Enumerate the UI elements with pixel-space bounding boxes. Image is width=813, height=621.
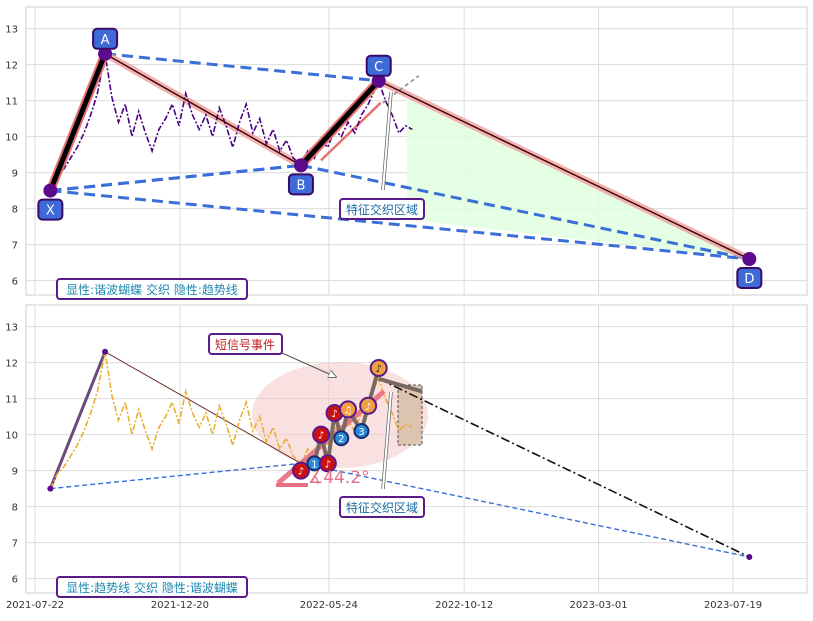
y-tick-label: 6 bbox=[12, 277, 18, 288]
pivot-point bbox=[98, 46, 113, 61]
pivot-label-box bbox=[92, 27, 119, 50]
zigzag-marker-symbol: ♪ bbox=[318, 431, 324, 442]
pivot-label-box bbox=[365, 54, 392, 77]
zigzag-marker-symbol: 1 bbox=[311, 459, 317, 470]
annotation-box bbox=[339, 198, 425, 220]
zigzag-line bbox=[300, 367, 381, 473]
caption-box bbox=[56, 278, 248, 300]
leg-retrace bbox=[378, 80, 750, 260]
zigzag-marker bbox=[353, 423, 370, 439]
y-tick-label: 9 bbox=[12, 169, 18, 180]
pivot-label: A bbox=[101, 33, 110, 48]
signal-arrow bbox=[281, 352, 336, 377]
annotation-text: 特征交织区域 bbox=[346, 500, 418, 515]
zigzag-marker bbox=[291, 461, 310, 480]
y-tick-label: 7 bbox=[12, 539, 18, 550]
signal-label-text: 短信号事件 bbox=[215, 338, 275, 352]
leg-ab bbox=[104, 351, 302, 464]
pivot-point bbox=[43, 183, 58, 198]
y-tick-label: 7 bbox=[12, 241, 18, 252]
annotation-arrow bbox=[382, 391, 392, 490]
y-tick-label: 10 bbox=[5, 133, 18, 144]
pivot-point bbox=[102, 348, 109, 355]
zigzag-marker-symbol: ♪ bbox=[376, 364, 382, 375]
pivot-point bbox=[371, 73, 386, 88]
dashed-trendline bbox=[50, 462, 302, 490]
pivot-label-box bbox=[287, 173, 314, 196]
zigzag-marker bbox=[369, 359, 388, 377]
leg-retrace bbox=[104, 53, 302, 167]
annotation-text: 特征交织区域 bbox=[346, 202, 418, 217]
y-tick-label: 9 bbox=[12, 467, 18, 478]
y-tick-label: 8 bbox=[12, 503, 18, 514]
pivot-label-box bbox=[37, 198, 64, 221]
zigzag-marker bbox=[338, 400, 357, 419]
y-tick-label: 13 bbox=[5, 323, 18, 334]
y-tick-label: 11 bbox=[5, 97, 18, 108]
zigzag-marker bbox=[333, 430, 350, 447]
leg-impulse bbox=[48, 52, 108, 192]
caption-box bbox=[56, 576, 248, 598]
pivot-label: B bbox=[296, 178, 305, 193]
annotation-box bbox=[339, 496, 425, 518]
x-tick-label: 2023-07-19 bbox=[704, 600, 762, 611]
caption-text: 显性:趋势线 交织 隐性:谐波蝴蝶 bbox=[66, 580, 238, 595]
price-series-bottom bbox=[49, 351, 413, 489]
pivot-label-box bbox=[736, 267, 763, 289]
zigzag-marker bbox=[359, 396, 378, 415]
caption-text: 显性:谐波蝴蝶 交织 隐性:趋势线 bbox=[66, 282, 238, 297]
zigzag-marker-symbol: ♪ bbox=[331, 409, 337, 420]
plot-area-2 bbox=[25, 304, 808, 594]
pivot-point bbox=[293, 158, 308, 173]
y-tick-label: 12 bbox=[5, 61, 18, 72]
pivot-point bbox=[47, 485, 54, 492]
zigzag-marker bbox=[312, 425, 331, 444]
y-tick-label: 11 bbox=[5, 395, 18, 406]
pivot-point bbox=[742, 252, 757, 266]
dashed-trendline bbox=[104, 52, 379, 83]
y-tick-label: 12 bbox=[5, 359, 18, 370]
pivot-label: X bbox=[46, 204, 55, 219]
pattern-box bbox=[397, 384, 423, 446]
angle-label: ∡44.2° bbox=[308, 468, 370, 488]
dashed-trendline bbox=[300, 163, 750, 261]
y-tick-label: 10 bbox=[5, 431, 18, 442]
dashed-trendline bbox=[50, 163, 302, 193]
zigzag-marker bbox=[318, 454, 337, 473]
dashed-trendline bbox=[300, 462, 750, 558]
x-tick-label: 2023-03-01 bbox=[570, 600, 628, 611]
dashed-trendline bbox=[50, 189, 750, 261]
leg-xa bbox=[48, 351, 107, 490]
y-tick-label: 8 bbox=[12, 205, 18, 216]
price-series-top bbox=[49, 53, 413, 191]
y-tick-label: 13 bbox=[5, 25, 18, 36]
x-tick-label: 2021-12-20 bbox=[151, 600, 209, 611]
pivot-label: C bbox=[374, 60, 383, 75]
zigzag-marker-symbol: 3 bbox=[358, 427, 364, 438]
x-tick-label: 2022-10-12 bbox=[435, 600, 493, 611]
annotation-arrow bbox=[382, 91, 392, 191]
bc-inner-line bbox=[320, 101, 382, 162]
zigzag-marker-symbol: ♪ bbox=[298, 467, 304, 478]
x-tick-label: 2022-05-24 bbox=[300, 600, 358, 611]
pivot-label: D bbox=[744, 272, 754, 287]
y-tick-label: 6 bbox=[12, 575, 18, 586]
x-tick-label: 2021-07-22 bbox=[6, 600, 64, 611]
zigzag-marker-symbol: ♫ bbox=[344, 405, 353, 416]
zigzag-marker-symbol: ♪ bbox=[325, 459, 331, 470]
signal-label-box bbox=[208, 333, 283, 355]
pivot-point bbox=[746, 554, 753, 560]
leg-impulse bbox=[299, 79, 381, 168]
c-extension-line bbox=[382, 75, 420, 104]
zigzag-marker-symbol: ♪ bbox=[365, 402, 371, 413]
projection-dashdot bbox=[378, 378, 750, 558]
zigzag-marker-symbol: 2 bbox=[338, 434, 344, 445]
leg-c-ext bbox=[378, 376, 423, 394]
